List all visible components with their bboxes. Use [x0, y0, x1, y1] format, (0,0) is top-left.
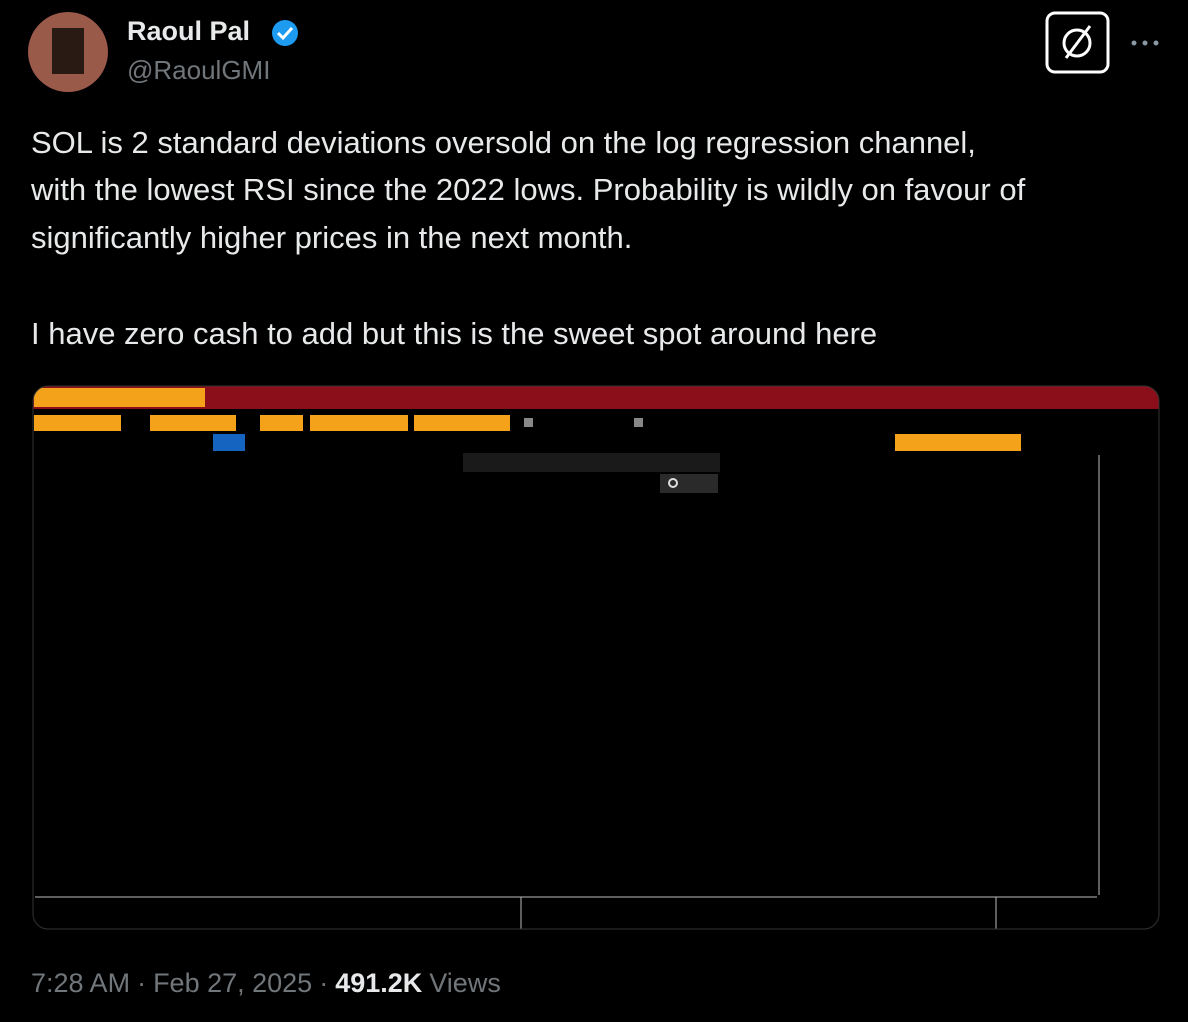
- meta-part: ·: [137, 968, 146, 998]
- tools-bar: [463, 453, 720, 472]
- grok-button[interactable]: [1045, 11, 1110, 74]
- ticker-box: [34, 388, 205, 407]
- grok-icon: [1062, 28, 1092, 58]
- meta-part: 491.2K: [335, 968, 423, 998]
- more-button[interactable]: [1131, 40, 1159, 46]
- field-box: [414, 415, 510, 431]
- tweet-text: with the lowest RSI since the 2022 lows.…: [30, 172, 1026, 207]
- grok-icon: [1064, 25, 1092, 59]
- reset-icon: [668, 478, 678, 488]
- field-box: [34, 415, 121, 431]
- author-name[interactable]: Raoul Pal: [127, 16, 250, 46]
- checkbox: [524, 418, 533, 427]
- checkbox: [634, 418, 643, 427]
- field-box: [150, 415, 236, 431]
- meta-part: Feb 27, 2025: [153, 968, 312, 998]
- meta-part: Views: [429, 968, 501, 998]
- add-data-box: [895, 434, 1021, 451]
- meta-part: ·: [319, 968, 328, 998]
- tweet-text: significantly higher prices in the next …: [31, 220, 632, 255]
- tweet-meta: 7:28 AM · Feb 27, 2025 · 491.2K Views: [31, 968, 501, 998]
- chart-border: [32, 385, 1160, 930]
- meta-part: 7:28 AM: [31, 968, 130, 998]
- avatar-figure: [52, 28, 84, 74]
- chart-image[interactable]: [33, 386, 1159, 929]
- range-selected: [213, 434, 245, 451]
- field-box: [260, 415, 303, 431]
- author-handle[interactable]: @RaoulGMI: [127, 55, 270, 85]
- tweet-text: SOL is 2 standard deviations oversold on…: [31, 125, 976, 160]
- verified-badge: [272, 20, 298, 46]
- field-box: [310, 415, 408, 431]
- verified-check: [276, 26, 294, 41]
- header-bar: [33, 386, 1159, 409]
- tweet-text: I have zero cash to add but this is the …: [31, 316, 877, 351]
